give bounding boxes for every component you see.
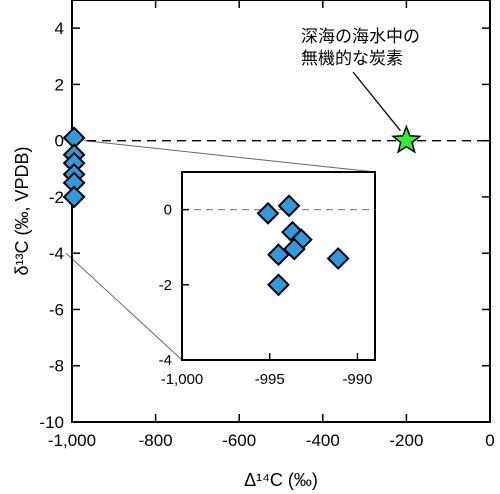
x-tick-label: -1,000 <box>48 431 96 450</box>
inset-diamond-point <box>326 247 350 270</box>
y-tick-label: -10 <box>39 413 64 432</box>
y-tick-label: -8 <box>49 357 64 376</box>
inset-x-tick-label: -995 <box>255 371 285 388</box>
inset-data-points <box>256 194 350 297</box>
inset-diamond-point <box>277 194 301 218</box>
zoom-connector-lines <box>65 140 376 361</box>
inset-y-tick-label: 0 <box>164 202 172 219</box>
inset-diamond-point <box>256 201 280 225</box>
zoom-connector-line <box>84 140 376 173</box>
zoom-connector-line <box>65 252 183 361</box>
inset-axis-ticks: -1,000 -995 -990 0 -2 -4 <box>159 202 373 388</box>
x-tick-label: 0 <box>485 431 494 450</box>
main-plot-frame <box>71 0 491 423</box>
x-tick-label: -800 <box>139 431 173 450</box>
inset-x-tick-label: -990 <box>342 371 372 388</box>
annotation-pointer-line <box>352 71 401 132</box>
y-axis-title: δ¹³C (‰, VPDB) <box>12 146 32 275</box>
y-tick-label: 2 <box>55 75 64 94</box>
main-axis-ticks: -1,000 -800 -600 -400 -200 0 4 2 0 -2 -4 -6 -8 -10 <box>39 0 495 450</box>
main-plot: -1,000 -800 -600 -400 -200 0 4 2 0 -2 -4 -6 -8 -10 <box>39 0 495 450</box>
inset-x-tick-label: -1,000 <box>161 371 204 388</box>
inset-y-tick-label: -4 <box>159 352 172 369</box>
y-tick-label: -4 <box>49 244 64 263</box>
annotation-label-line-1: 深海の海水中の <box>301 27 420 47</box>
x-tick-label: -200 <box>389 431 423 450</box>
star-point <box>391 124 422 154</box>
inset-y-tick-label: -2 <box>159 277 172 294</box>
x-tick-label: -600 <box>222 431 256 450</box>
inset-diamond-point <box>267 273 290 297</box>
x-tick-label: -400 <box>306 431 340 450</box>
main-data-points <box>62 124 422 209</box>
annotation: 深海の海水中の 無機的な炭素 <box>301 27 420 132</box>
y-tick-label: 4 <box>55 19 64 38</box>
y-tick-label: -6 <box>49 300 64 319</box>
inset-diamond-point <box>267 243 290 267</box>
y-tick-label: -2 <box>49 188 64 207</box>
annotation-label-line-2: 無機的な炭素 <box>301 49 403 69</box>
inset-plot: -1,000 -995 -990 0 -2 -4 <box>159 171 376 388</box>
y-tick-label: 0 <box>55 132 64 151</box>
diamond-point <box>62 185 86 209</box>
inset-diamond-point <box>282 237 306 261</box>
x-axis-title: Δ¹⁴C (‰) <box>244 470 318 490</box>
